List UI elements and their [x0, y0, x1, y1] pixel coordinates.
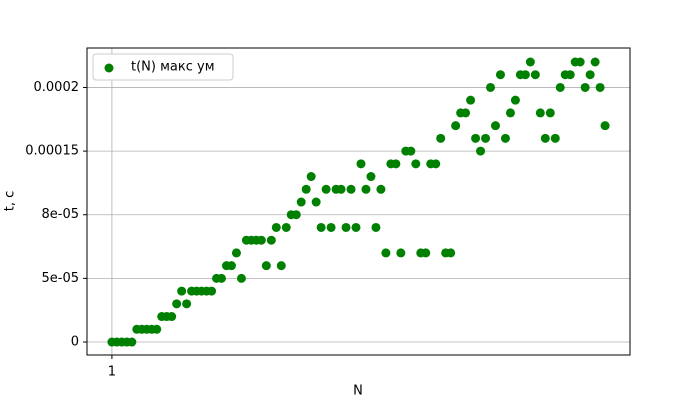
y-tick-label: 5e-05 [41, 271, 79, 286]
point [580, 82, 590, 92]
point [500, 133, 510, 143]
point [585, 70, 595, 80]
point [167, 312, 177, 322]
y-tick-label: 0.00015 [25, 144, 79, 159]
point [177, 286, 187, 296]
point [495, 70, 505, 80]
point [361, 184, 371, 194]
plot-frame [86, 47, 631, 356]
legend-label: t(N) макс ум [131, 60, 215, 75]
point [530, 70, 540, 80]
point [486, 82, 496, 92]
point [575, 57, 585, 67]
point [311, 197, 321, 207]
point [296, 197, 306, 207]
point [590, 57, 600, 67]
point [321, 184, 331, 194]
point [411, 159, 421, 169]
point [356, 159, 366, 169]
point [217, 273, 227, 283]
point [301, 184, 311, 194]
point [341, 222, 351, 232]
point [505, 108, 515, 118]
point [555, 82, 565, 92]
point [540, 133, 550, 143]
point [476, 146, 486, 156]
point [226, 261, 236, 271]
point [406, 146, 416, 156]
point [436, 133, 446, 143]
point [366, 172, 376, 182]
point [236, 273, 246, 283]
point [431, 159, 441, 169]
point [256, 235, 266, 245]
point [376, 184, 386, 194]
point [550, 133, 560, 143]
point [595, 82, 605, 92]
point [451, 121, 461, 131]
point [510, 95, 520, 105]
point [396, 248, 406, 258]
point [231, 248, 241, 258]
x-axis-label: N [353, 384, 363, 399]
point [261, 261, 271, 271]
point [351, 222, 361, 232]
y-tick-label: 0 [71, 335, 79, 350]
y-tick-label: 8e-05 [41, 207, 79, 222]
point [545, 108, 555, 118]
point [152, 324, 162, 334]
point [466, 95, 476, 105]
point [291, 210, 301, 220]
point [207, 286, 217, 296]
point [421, 248, 431, 258]
point [326, 222, 336, 232]
point [391, 159, 401, 169]
y-axis-label: t, с [3, 191, 18, 212]
point [490, 121, 500, 131]
point [565, 70, 575, 80]
point [446, 248, 456, 258]
point [172, 299, 182, 309]
point [127, 337, 137, 347]
legend-box [92, 53, 234, 81]
point [525, 57, 535, 67]
point [276, 261, 286, 271]
point [316, 222, 326, 232]
point [600, 121, 610, 131]
point [266, 235, 276, 245]
legend-marker [104, 63, 114, 73]
point [182, 299, 192, 309]
point [461, 108, 471, 118]
point [371, 222, 381, 232]
y-tick-label: 0.0002 [34, 80, 80, 95]
point [271, 222, 281, 232]
point [381, 248, 391, 258]
point [281, 222, 291, 232]
point [336, 184, 346, 194]
x-tick-label: 1 [108, 365, 116, 380]
point [306, 172, 316, 182]
point [535, 108, 545, 118]
point [471, 133, 481, 143]
point [481, 133, 491, 143]
point [346, 184, 356, 194]
point [520, 70, 530, 80]
